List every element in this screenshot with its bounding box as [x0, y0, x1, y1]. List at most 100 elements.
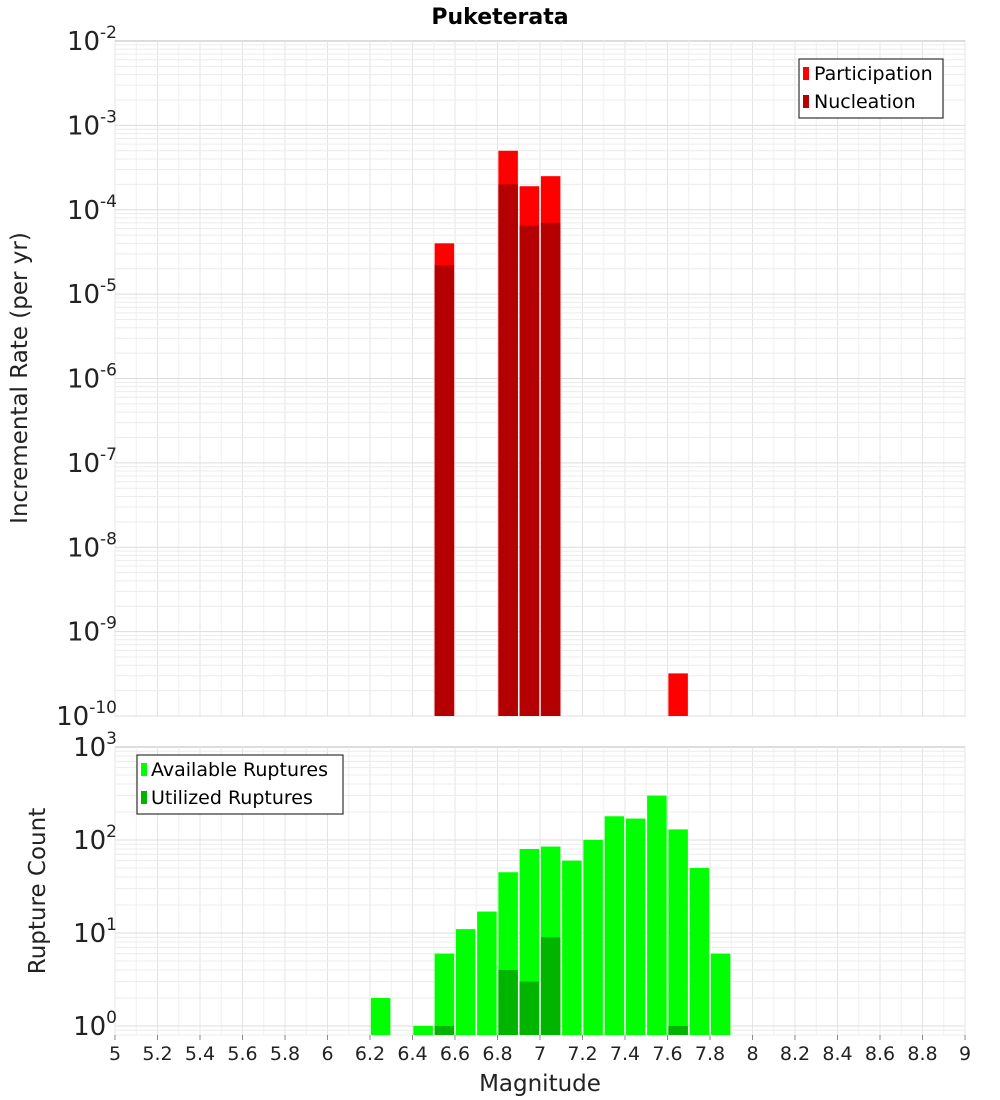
count-legend: Available Ruptures Utilized Ruptures: [136, 754, 344, 815]
rate-chart: Puketerata 10-1010-910-810-710-610-510-4…: [7, 5, 966, 732]
y-tick-base: 10: [56, 702, 89, 732]
y-tick-exponent: -5: [100, 276, 117, 296]
y-tick-base: 10: [67, 111, 100, 141]
y-tick-base: 10: [67, 449, 100, 479]
x-tick-label: 6.8: [482, 1043, 512, 1065]
bar-nucleation: [498, 184, 518, 717]
bar-utilized-ruptures: [540, 937, 561, 1035]
y-tick-label: 10-4: [67, 192, 117, 226]
bar-utilized-ruptures: [519, 981, 540, 1035]
x-tick-label: 5.6: [227, 1043, 257, 1065]
y-tick-base: 10: [73, 733, 106, 763]
x-tick-label: 5.2: [142, 1043, 172, 1065]
x-tick-label: 6.2: [355, 1043, 385, 1065]
bar-available-ruptures: [625, 818, 646, 1035]
x-tick-label: 5: [109, 1043, 121, 1065]
y-tick-base: 10: [67, 280, 100, 310]
y-tick-base: 10: [67, 196, 100, 226]
bar-available-ruptures: [413, 1025, 433, 1035]
x-tick-label: 5.8: [270, 1043, 300, 1065]
y-tick-label: 101: [73, 915, 117, 949]
bar-available-ruptures: [668, 829, 688, 1035]
x-axis-label: Magnitude: [479, 1071, 601, 1097]
bar-nucleation: [519, 225, 540, 716]
y-tick-label: 102: [73, 822, 117, 856]
participation-legend-label: Participation: [814, 63, 933, 85]
x-tick-label: 6: [321, 1043, 333, 1065]
bar-available-ruptures: [562, 860, 582, 1035]
x-tick-label: 7.6: [652, 1043, 682, 1065]
utilized-swatch: [141, 791, 147, 804]
y-tick-base: 10: [67, 618, 100, 648]
y-tick-base: 10: [67, 533, 100, 563]
bar-available-ruptures: [604, 816, 625, 1035]
utilized-legend-label: Utilized Ruptures: [151, 787, 313, 809]
available-legend-label: Available Ruptures: [151, 759, 328, 781]
y-tick-base: 10: [67, 27, 100, 57]
bar-available-ruptures: [647, 795, 667, 1035]
bar-available-ruptures: [370, 997, 391, 1035]
x-tick-label: 7.2: [567, 1043, 597, 1065]
y-tick-exponent: -7: [100, 445, 117, 465]
y-tick-label: 10-5: [67, 276, 117, 310]
bar-utilized-ruptures: [668, 1025, 688, 1035]
x-tick-label: 7.4: [610, 1043, 640, 1065]
bar-nucleation: [434, 265, 455, 716]
y-tick-exponent: -4: [100, 192, 117, 212]
bar-available-ruptures: [583, 839, 603, 1035]
y-tick-exponent: -10: [89, 698, 117, 718]
bar-available-ruptures: [455, 929, 476, 1035]
x-tick-label: 8.8: [907, 1043, 937, 1065]
available-swatch: [141, 763, 147, 776]
y-tick-base: 10: [73, 919, 106, 949]
bar-available-ruptures: [477, 911, 497, 1035]
count-legend-box: [136, 754, 344, 815]
y-tick-base: 10: [67, 365, 100, 395]
rate-y-axis-label: Incremental Rate (per yr): [7, 232, 33, 524]
rate-bars: [434, 150, 688, 717]
bar-nucleation: [540, 222, 561, 716]
y-tick-exponent: 1: [106, 915, 117, 935]
y-tick-label: 10-3: [67, 107, 117, 141]
y-tick-label: 103: [73, 729, 117, 763]
bar-available-ruptures: [689, 867, 710, 1035]
x-tick-label: 7.8: [695, 1043, 725, 1065]
y-tick-label: 10-6: [67, 361, 117, 395]
nucleation-legend-label: Nucleation: [814, 91, 916, 113]
y-tick-exponent: -3: [100, 107, 117, 127]
rate-legend-box: [798, 58, 944, 119]
bar-utilized-ruptures: [434, 1025, 455, 1035]
rate-gridlines: [114, 41, 966, 717]
y-tick-base: 10: [73, 1012, 106, 1042]
y-tick-exponent: 2: [106, 822, 117, 842]
bar-available-ruptures: [434, 953, 455, 1035]
y-tick-exponent: -2: [100, 23, 117, 43]
y-tick-label: 10-8: [67, 529, 117, 563]
count-bars: [370, 795, 731, 1035]
y-tick-label: 10-7: [67, 445, 117, 479]
x-tick-label: 8: [746, 1043, 758, 1065]
bar-utilized-ruptures: [498, 969, 518, 1035]
chart-title: Puketerata: [431, 5, 568, 30]
y-tick-exponent: 3: [106, 729, 117, 749]
y-tick-exponent: 0: [106, 1008, 117, 1028]
x-tick-label: 5.4: [185, 1043, 215, 1065]
y-tick-label: 10-10: [56, 698, 117, 732]
y-tick-exponent: -6: [100, 361, 117, 381]
x-tick-label: 8.6: [865, 1043, 895, 1065]
count-gridlines: [114, 747, 966, 1036]
bar-available-ruptures: [710, 953, 731, 1035]
rate-legend: Participation Nucleation: [798, 58, 944, 119]
x-tick-label: 8.4: [822, 1043, 852, 1065]
x-tick-label: 9: [959, 1043, 971, 1065]
x-tick-label: 6.4: [397, 1043, 427, 1065]
y-tick-base: 10: [73, 826, 106, 856]
x-tick-label: 7: [534, 1043, 546, 1065]
magnitude-x-ticks: 5 5.2 5.4 5.6 5.8 6 6.2 6.4 6.6 6.8 7 7.2 7.4 7.6 7.8 8…: [109, 1035, 971, 1065]
y-tick-exponent: -9: [100, 614, 117, 634]
y-tick-label: 100: [73, 1008, 117, 1042]
